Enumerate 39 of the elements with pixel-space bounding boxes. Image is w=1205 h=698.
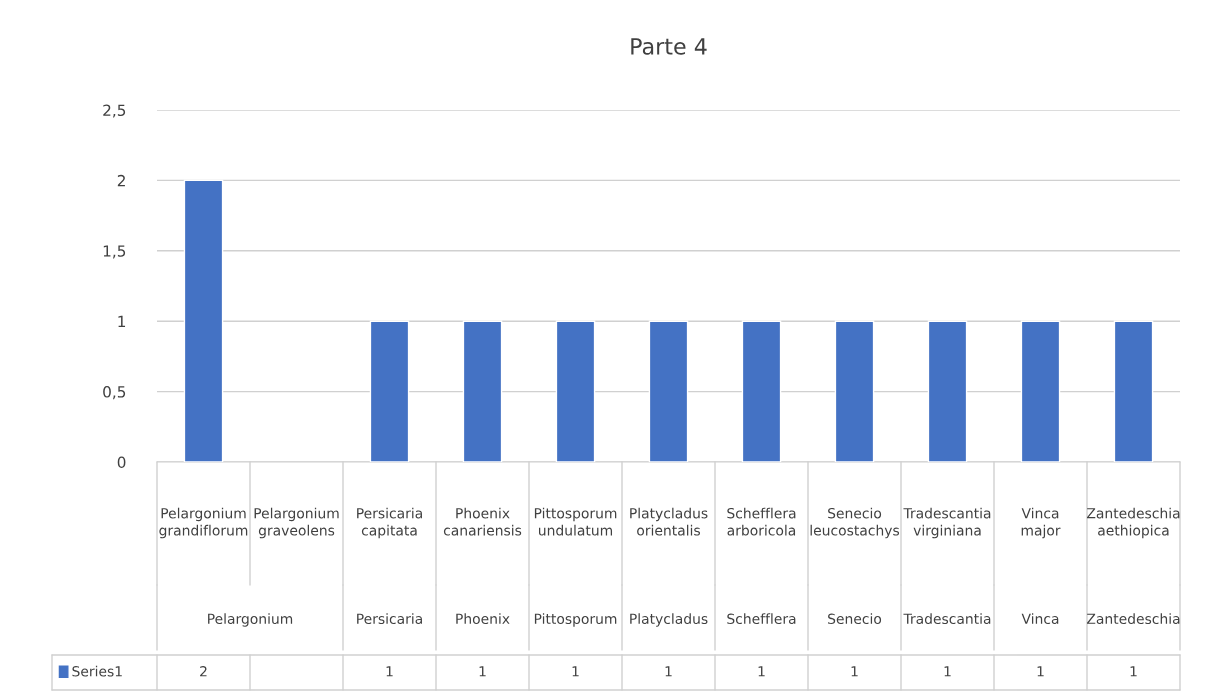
x-tick-label: Vinca major [1021,507,1061,539]
y-tick-label: 2 [117,174,125,187]
text: Senecio [828,613,882,625]
text: Schefflera [727,613,796,625]
text: Platycladus [630,613,708,627]
x-tick-label: Pelargonium grandiflorum [159,507,248,539]
data-label: 1 [1130,666,1137,677]
data-label: 1 [572,666,579,677]
data-label: 2 [200,666,207,677]
text: Persicaria [357,613,422,625]
x-tick-label: Persicaria capitata [357,507,422,539]
data-label: 1 [851,666,858,677]
y-tick-label: 1 [118,315,126,327]
text: Phoenix [456,613,510,625]
y-tick-label: 1,5 [103,245,126,259]
y-tick-label: 2,5 [103,104,126,118]
x-tick-label: Phoenix canariensis [443,507,522,536]
data-label: 1 [758,666,765,677]
y-tick-label: 0 [117,456,126,469]
text: Pelargonium [208,613,293,627]
x-tick-label: Pelargonium graveolens [254,507,339,539]
x-tick-label: Tradescantia virginiana [903,507,991,539]
data-label: 1 [665,666,672,677]
data-label: 1 [386,666,393,677]
x-tick-label: Schefflera arboricola [727,507,796,536]
text: Vinca [1021,613,1059,625]
y-tick-label: 0,5 [103,386,126,400]
legend-label: Series1 [72,665,122,677]
chart-title: Parte 4 [631,38,707,55]
text: Tradescantia [903,613,991,625]
x-tick-label: Zantedeschia aethiopica [1087,507,1180,539]
data-label: 1 [1037,666,1044,677]
x-tick-label: Pittosporum undulatum [534,507,617,536]
x-tick-label: Platycladus orientalis [630,507,708,536]
data-label: 1 [944,666,951,677]
text: Pittosporum [534,613,617,627]
data-label: 1 [479,666,486,677]
x-tick-label: Senecio leucostachys [810,507,900,539]
text: Zantedeschia [1087,613,1180,625]
